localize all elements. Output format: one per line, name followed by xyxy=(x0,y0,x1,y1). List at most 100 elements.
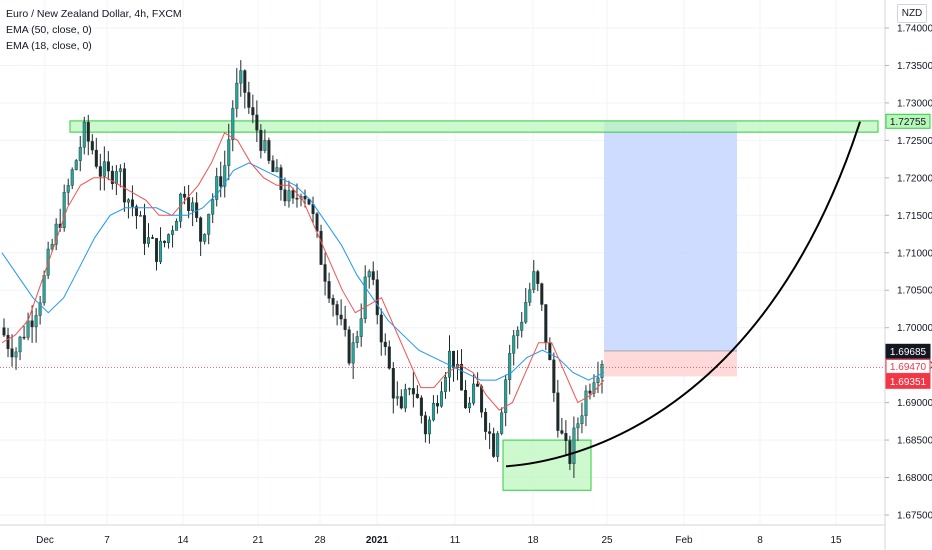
candle-body-132 xyxy=(532,271,536,290)
ema18-label: EMA (18, close, 0) xyxy=(6,40,92,52)
price-tag-2 xyxy=(885,358,931,374)
candle-body-36 xyxy=(146,237,150,244)
candle-body-18 xyxy=(74,160,78,170)
candle-body-5 xyxy=(22,336,26,339)
ema50-line xyxy=(1,162,605,381)
x-tick-label-0: Dec xyxy=(36,535,54,546)
projection-curve xyxy=(505,121,861,468)
currency-button[interactable]: NZD xyxy=(897,4,927,23)
candle-body-10 xyxy=(42,275,46,304)
candle-body-24 xyxy=(98,166,102,177)
candle-body-85 xyxy=(343,318,347,330)
candle-body-38 xyxy=(155,238,159,262)
candle-body-72 xyxy=(291,190,295,199)
candle-body-90 xyxy=(363,276,367,319)
candle-body-40 xyxy=(163,240,167,243)
candle-body-7 xyxy=(30,320,34,328)
candle-body-127 xyxy=(512,335,516,354)
candle-body-138 xyxy=(556,392,560,431)
candle-body-6 xyxy=(26,320,30,338)
x-tick-label-7: 18 xyxy=(527,535,539,546)
candle-body-30 xyxy=(122,168,126,203)
x-tick-label-4: 28 xyxy=(314,535,326,546)
ema50-label: EMA (50, close, 0) xyxy=(6,24,92,36)
y-tick-label-7: 1.70500 xyxy=(897,286,932,297)
candle-body-58 xyxy=(235,82,239,109)
candle-body-51 xyxy=(207,213,211,235)
candle-body-37 xyxy=(150,237,154,239)
price-tag-label-2: 1.69470 xyxy=(890,362,927,373)
y-tick-label-2: 1.73000 xyxy=(897,98,932,109)
candle-body-23 xyxy=(94,149,98,167)
candle-body-137 xyxy=(552,359,556,394)
candle-body-3 xyxy=(14,351,18,358)
ema18-line xyxy=(1,132,605,411)
candle-body-29 xyxy=(118,168,122,172)
candle-body-117 xyxy=(472,383,476,404)
stop-zone xyxy=(604,350,737,377)
candle-body-34 xyxy=(138,215,142,217)
x-tick-label-1: 7 xyxy=(104,535,110,546)
candle-body-45 xyxy=(183,193,187,198)
candle-body-42 xyxy=(171,230,175,235)
candle-body-93 xyxy=(375,279,379,316)
candle-body-145 xyxy=(584,390,588,416)
x-tick-label-10: 8 xyxy=(757,535,763,546)
candle-body-141 xyxy=(568,440,572,464)
candle-body-2 xyxy=(10,348,14,358)
candle-body-17 xyxy=(70,169,74,186)
candle-body-125 xyxy=(504,379,508,413)
candle-body-71 xyxy=(287,190,291,202)
candle-body-4 xyxy=(18,336,22,353)
candle-body-65 xyxy=(263,140,267,151)
candle-body-15 xyxy=(62,192,66,229)
candle-body-57 xyxy=(231,108,235,140)
candle-body-147 xyxy=(592,382,596,394)
candle-body-31 xyxy=(126,199,130,203)
y-tick-label-5: 1.71500 xyxy=(897,211,932,222)
candle-body-99 xyxy=(399,396,403,409)
y-tick-label-0: 1.74000 xyxy=(897,24,932,35)
candle-body-116 xyxy=(468,402,472,409)
candle-body-33 xyxy=(134,206,138,217)
candle-body-49 xyxy=(199,217,203,242)
candle-body-0 xyxy=(2,327,6,336)
candle-body-73 xyxy=(295,198,299,200)
candle-body-131 xyxy=(528,289,532,303)
candle-body-81 xyxy=(327,281,331,299)
candle-body-13 xyxy=(54,223,58,245)
x-tick-label-2: 14 xyxy=(177,535,189,546)
price-tag-0 xyxy=(885,113,931,129)
candle-body-91 xyxy=(367,271,371,278)
candle-body-19 xyxy=(78,146,82,161)
candle-body-16 xyxy=(66,185,70,193)
candle-body-149 xyxy=(600,364,604,379)
candle-body-25 xyxy=(102,161,106,177)
candle-body-105 xyxy=(423,415,427,435)
resistance-zone xyxy=(69,120,879,133)
candle-body-126 xyxy=(508,353,512,380)
candle-body-94 xyxy=(379,314,383,343)
price-tag-3 xyxy=(885,373,931,389)
candle-body-100 xyxy=(403,389,407,409)
candle-body-35 xyxy=(142,215,146,244)
candle-body-44 xyxy=(179,193,183,222)
candle-body-78 xyxy=(315,213,319,232)
candle-body-122 xyxy=(492,433,496,457)
candle-body-52 xyxy=(211,199,215,215)
candle-body-146 xyxy=(588,390,592,394)
candle-body-140 xyxy=(564,433,568,441)
candle-body-104 xyxy=(419,397,423,416)
candle-body-128 xyxy=(516,330,520,336)
price-tag-label-1: 1.69685 xyxy=(890,347,927,358)
candle-body-80 xyxy=(323,264,327,282)
candle-body-89 xyxy=(359,318,363,337)
target-zone xyxy=(604,121,737,351)
candle-body-70 xyxy=(283,189,287,202)
candle-body-64 xyxy=(259,129,263,151)
candle-body-124 xyxy=(500,412,504,434)
candle-body-63 xyxy=(255,114,259,131)
candle-body-120 xyxy=(484,412,488,432)
candle-body-101 xyxy=(407,388,411,390)
